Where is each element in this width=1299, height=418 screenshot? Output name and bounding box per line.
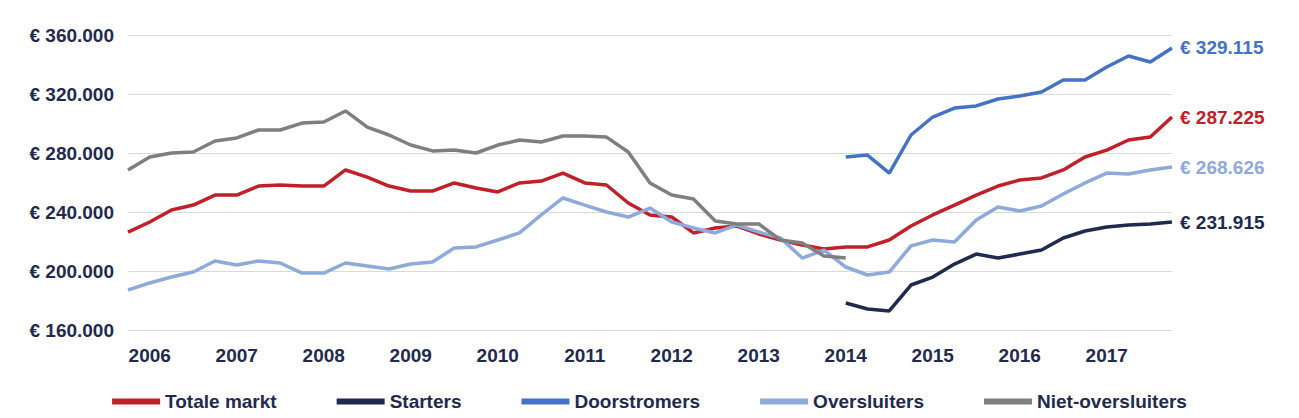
svg-text:Niet-oversluiters: Niet-oversluiters xyxy=(1037,391,1187,412)
svg-text:€ 240.000: € 240.000 xyxy=(29,202,114,223)
svg-text:2010: 2010 xyxy=(477,345,519,366)
svg-text:€ 329.115: € 329.115 xyxy=(1180,37,1264,58)
svg-text:Starters: Starters xyxy=(390,391,462,412)
svg-text:€ 320.000: € 320.000 xyxy=(29,84,114,105)
svg-text:2009: 2009 xyxy=(390,345,432,366)
svg-text:2014: 2014 xyxy=(825,345,868,366)
svg-text:€ 200.000: € 200.000 xyxy=(29,261,114,282)
svg-text:Doorstromers: Doorstromers xyxy=(574,391,700,412)
svg-text:€ 268.626: € 268.626 xyxy=(1180,157,1265,178)
svg-text:€ 287.225: € 287.225 xyxy=(1180,107,1265,128)
svg-text:€ 160.000: € 160.000 xyxy=(29,320,114,341)
svg-text:2008: 2008 xyxy=(303,345,345,366)
svg-text:2011: 2011 xyxy=(564,345,606,366)
svg-text:2016: 2016 xyxy=(999,345,1041,366)
svg-text:€ 360.000: € 360.000 xyxy=(29,25,114,46)
svg-text:Totale markt: Totale markt xyxy=(165,391,277,412)
svg-text:2012: 2012 xyxy=(651,345,693,366)
svg-text:2013: 2013 xyxy=(738,345,780,366)
svg-text:2015: 2015 xyxy=(912,345,955,366)
svg-text:2017: 2017 xyxy=(1086,345,1128,366)
svg-text:2007: 2007 xyxy=(216,345,258,366)
svg-text:Oversluiters: Oversluiters xyxy=(813,391,924,412)
svg-text:2006: 2006 xyxy=(129,345,171,366)
svg-text:€ 231.915: € 231.915 xyxy=(1180,212,1265,233)
svg-text:€ 280.000: € 280.000 xyxy=(29,143,114,164)
